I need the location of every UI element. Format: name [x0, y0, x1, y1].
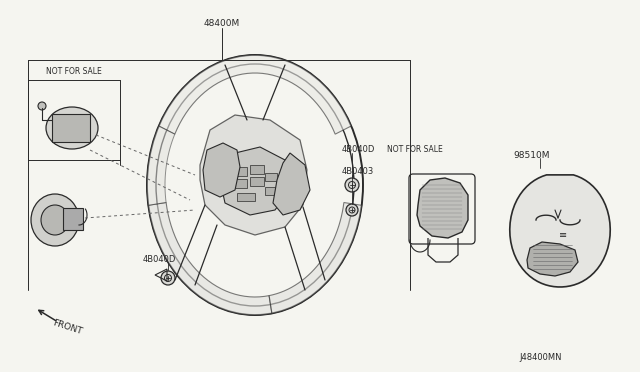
Text: 4B0403: 4B0403	[342, 167, 374, 176]
Polygon shape	[147, 126, 175, 205]
Text: 4B040D: 4B040D	[143, 256, 177, 264]
Bar	[237, 193, 255, 201]
Bar	[233, 167, 247, 176]
Bar	[250, 177, 264, 186]
Text: 48400M: 48400M	[204, 19, 240, 29]
Polygon shape	[200, 115, 307, 235]
Polygon shape	[269, 202, 362, 313]
Bar	[265, 173, 277, 181]
Polygon shape	[203, 143, 240, 197]
Polygon shape	[273, 153, 310, 215]
Polygon shape	[417, 178, 468, 238]
Ellipse shape	[41, 205, 69, 235]
Bar	[265, 187, 277, 195]
Polygon shape	[527, 242, 578, 276]
Circle shape	[346, 204, 358, 216]
Polygon shape	[220, 147, 290, 215]
Ellipse shape	[46, 107, 98, 149]
Text: J48400MN: J48400MN	[520, 353, 562, 362]
Polygon shape	[148, 202, 272, 315]
Text: NOT FOR SALE: NOT FOR SALE	[46, 67, 102, 76]
Text: NOT FOR SALE: NOT FOR SALE	[387, 145, 443, 154]
Text: 98510M: 98510M	[513, 151, 550, 160]
Circle shape	[345, 178, 359, 192]
Polygon shape	[509, 175, 611, 287]
Polygon shape	[159, 55, 351, 134]
Bar	[233, 179, 247, 188]
Text: ≡: ≡	[559, 230, 567, 240]
Circle shape	[38, 102, 46, 110]
Ellipse shape	[31, 194, 79, 246]
Text: 4B040D: 4B040D	[342, 145, 376, 154]
Text: FRONT: FRONT	[52, 318, 84, 336]
Bar	[63, 208, 83, 230]
Circle shape	[161, 271, 175, 285]
Bar	[52, 114, 90, 142]
Bar	[250, 165, 264, 174]
